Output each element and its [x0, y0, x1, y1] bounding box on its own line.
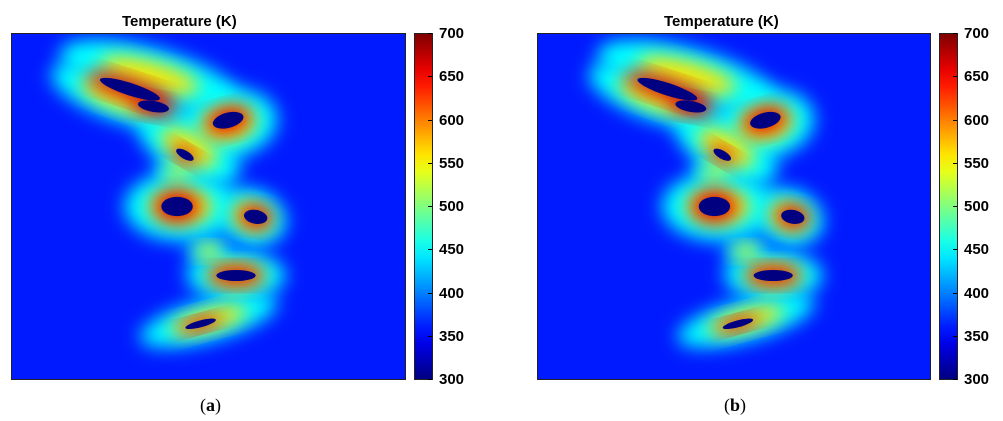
hot-spot-core — [216, 269, 256, 282]
hot-spot-mid — [100, 56, 200, 95]
panel-caption: (a) — [200, 395, 221, 415]
panel-b: Temperature (K) 700 650 600 550 500 450 400 350… — [525, 0, 1003, 421]
hot-spot-core — [781, 209, 805, 224]
colorbar-tick-label: 700 — [964, 25, 990, 42]
hot-spot-core — [713, 148, 731, 161]
colorbar-tick-label: 650 — [439, 68, 465, 86]
heatmap-field — [12, 34, 405, 379]
colorbar-tick-mark — [428, 249, 432, 251]
hot-spot-mid — [702, 165, 727, 179]
heatmap-field — [538, 34, 930, 379]
colorbar-tick-mark — [953, 33, 957, 34]
colorbar-tick-label: 550 — [439, 154, 465, 172]
colorbar-tick-label: 350 — [964, 327, 990, 345]
colorbar-tick-mark — [953, 206, 957, 207]
colorbar-tick-label: 400 — [439, 284, 465, 302]
hot-spot-mid — [734, 244, 758, 259]
colorbar-tick-label: 550 — [964, 154, 990, 172]
colorbar-tick-mark — [428, 119, 432, 121]
hot-spot-core — [753, 269, 793, 282]
colorbar-tick-label: 300 — [964, 371, 990, 388]
panel-caption: (b) — [724, 395, 747, 415]
chart-title: Temperature (K) — [664, 13, 779, 30]
colorbar-tick-mark — [953, 379, 957, 380]
colorbar-tick-mark — [953, 162, 957, 164]
hot-spot-core — [137, 100, 169, 113]
colorbar-tick-label: 300 — [439, 371, 465, 388]
colorbar-tick-label: 500 — [964, 198, 990, 215]
hot-spot-core — [722, 318, 754, 330]
chart-title: Temperature (K) — [122, 13, 237, 30]
colorbar-tick-mark — [428, 76, 432, 78]
hot-spot-core — [243, 209, 268, 224]
colorbar-tick-mark — [953, 76, 957, 78]
colorbar-tick-label: 600 — [439, 111, 465, 129]
colorbar-tick-label: 600 — [964, 111, 990, 129]
hot-spot-mid — [196, 244, 221, 259]
colorbar-tick-label: 450 — [964, 241, 990, 259]
colorbar-tick-mark — [428, 206, 432, 207]
panel-a: Temperature (K) 700 650 600 550 500 450 400 350… — [0, 0, 500, 421]
temperature-heatmap — [11, 33, 406, 380]
hot-spot-mid — [698, 128, 755, 168]
colorbar-tick-mark — [428, 292, 432, 294]
colorbar-tick-mark — [428, 379, 432, 380]
temperature-heatmap — [537, 33, 931, 380]
hot-spot-core — [698, 196, 731, 217]
colorbar-tick-label: 650 — [964, 68, 990, 86]
colorbar-tick-mark — [953, 292, 957, 294]
hot-spot-core — [161, 196, 193, 217]
hot-spot-core — [750, 111, 781, 129]
colorbar-tick-label: 350 — [439, 327, 465, 345]
hot-spot-core — [176, 148, 194, 161]
colorbar-tick-mark — [428, 162, 432, 164]
colorbar-tick-mark — [428, 33, 432, 34]
hot-spot-core — [212, 111, 244, 129]
colorbar-tick-label: 450 — [439, 241, 465, 259]
colorbar-tick-mark — [953, 249, 957, 251]
colorbar-tick-label: 400 — [964, 284, 990, 302]
hot-spot-mid — [165, 165, 189, 179]
colorbar-tick-label: 500 — [439, 198, 465, 215]
hot-spot-core — [185, 318, 216, 330]
colorbar-tick-label: 700 — [439, 25, 465, 42]
colorbar-tick-mark — [953, 119, 957, 121]
hot-spot-mid — [637, 56, 737, 95]
hot-spot-core — [637, 77, 698, 101]
colorbar-tick-mark — [953, 335, 957, 337]
colorbar-tick-mark — [428, 335, 432, 337]
hot-spot-core — [675, 100, 707, 113]
hot-spot-core — [99, 77, 160, 101]
hot-spot-mid — [160, 128, 217, 168]
